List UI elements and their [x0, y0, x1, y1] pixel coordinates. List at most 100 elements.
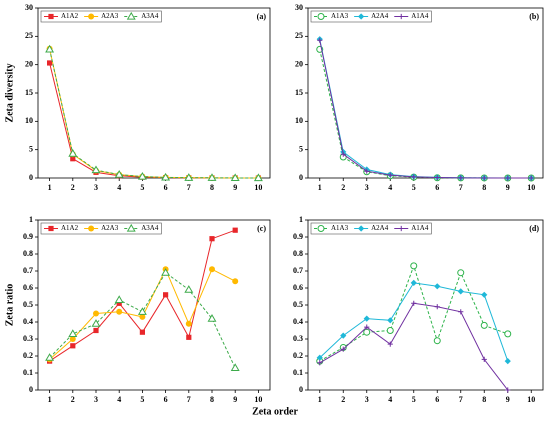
marker	[386, 327, 394, 334]
marker	[317, 37, 323, 43]
marker	[91, 319, 101, 327]
marker	[363, 328, 371, 336]
x-tick-label: 6	[164, 183, 168, 192]
x-tick-label: 3	[365, 183, 369, 192]
y-tick-label: 25	[295, 31, 303, 40]
marker	[505, 387, 511, 393]
legend: A1A2 A2A3 A3A4	[40, 222, 162, 235]
y-tick-label: 0	[29, 385, 33, 394]
legend: A1A2 A2A3 A3A4	[40, 10, 162, 23]
x-tick-label: 9	[233, 395, 237, 404]
legend-label: A1A3	[331, 224, 349, 232]
x-tick-label: 2	[71, 395, 75, 404]
series-line	[319, 40, 532, 179]
x-tick-label: 1	[318, 183, 322, 192]
marker	[68, 329, 78, 337]
x-tick-label: 3	[94, 395, 98, 404]
x-tick-label: 9	[233, 183, 237, 192]
legend-frame	[310, 222, 432, 235]
y-tick-label: 0.3	[293, 334, 303, 343]
marker	[481, 291, 488, 298]
x-tick-label: 4	[388, 183, 392, 192]
y-tick-label: 30	[25, 3, 33, 12]
series-line	[49, 62, 259, 179]
marker	[358, 225, 365, 232]
y-tick-label: 1	[299, 215, 303, 224]
x-tick-label: 7	[187, 183, 191, 192]
marker	[70, 156, 76, 162]
marker	[126, 223, 136, 232]
legend-frame	[40, 222, 162, 235]
y-tick-label: 0.9	[293, 232, 303, 241]
marker	[209, 236, 215, 242]
marker	[68, 149, 78, 157]
y-tick-label: 25	[25, 31, 33, 40]
y-tick-label: 20	[25, 59, 33, 68]
x-tick-label: 8	[482, 395, 486, 404]
x-tick-label: 10	[254, 395, 262, 404]
y-tick-label: 0.7	[23, 266, 33, 275]
legend-label: A1A2	[61, 12, 79, 20]
marker	[433, 337, 441, 345]
marker	[316, 354, 323, 361]
marker	[458, 175, 464, 181]
y-tick-label: 10	[25, 116, 33, 125]
marker	[184, 173, 194, 181]
x-tick-label: 5	[412, 183, 416, 192]
series-line	[49, 48, 259, 179]
marker	[457, 269, 465, 277]
marker	[317, 225, 325, 232]
marker	[411, 174, 417, 180]
marker	[88, 225, 95, 232]
legend: A1A3 A2A4 A1A4	[310, 10, 432, 23]
marker	[186, 334, 192, 340]
y-tick-label: 0.9	[23, 232, 33, 241]
marker	[457, 288, 464, 295]
marker	[481, 356, 487, 362]
marker	[340, 346, 346, 352]
panel-label: (c)	[257, 224, 266, 233]
legend-label: A1A3	[331, 12, 349, 20]
y-tick-label: 0.3	[23, 334, 33, 343]
marker	[137, 307, 147, 315]
marker	[398, 225, 404, 232]
series-line	[49, 49, 259, 179]
marker	[139, 329, 145, 335]
x-tick-label: 9	[506, 183, 510, 192]
legend-label: A2A4	[371, 224, 389, 232]
x-tick-label: 8	[210, 183, 214, 192]
marker	[88, 13, 95, 20]
marker	[481, 175, 487, 181]
marker	[528, 175, 534, 181]
marker	[358, 13, 365, 20]
legend-label: A3A4	[141, 224, 159, 232]
x-tick-label: 8	[482, 183, 486, 192]
legend: A1A3 A2A4 A1A4	[310, 222, 432, 235]
marker	[114, 170, 124, 178]
panel-label: (d)	[529, 224, 539, 233]
legend-label: A2A4	[371, 12, 389, 20]
x-tick-label: 1	[318, 395, 322, 404]
y-tick-label: 0.8	[23, 249, 33, 258]
legend-label: A1A4	[411, 224, 429, 232]
marker	[48, 225, 54, 232]
x-tick-label: 5	[412, 395, 416, 404]
marker	[480, 321, 488, 329]
y-tick-label: 0.6	[293, 283, 303, 292]
marker	[207, 314, 217, 322]
marker	[69, 336, 76, 342]
y-tick-label: 0	[299, 385, 303, 394]
marker	[45, 44, 55, 53]
y-tick-label: 5	[29, 144, 33, 153]
x-tick-label: 2	[341, 395, 345, 404]
x-tick-label: 4	[117, 183, 121, 192]
y-tick-label: 15	[295, 88, 303, 97]
legend-frame	[40, 10, 162, 23]
series-line	[49, 271, 236, 369]
legend-frame	[310, 10, 432, 23]
y-tick-label: 0.6	[23, 283, 33, 292]
marker	[410, 262, 418, 270]
marker	[114, 295, 124, 303]
y-tick-label: 0.2	[293, 351, 303, 360]
